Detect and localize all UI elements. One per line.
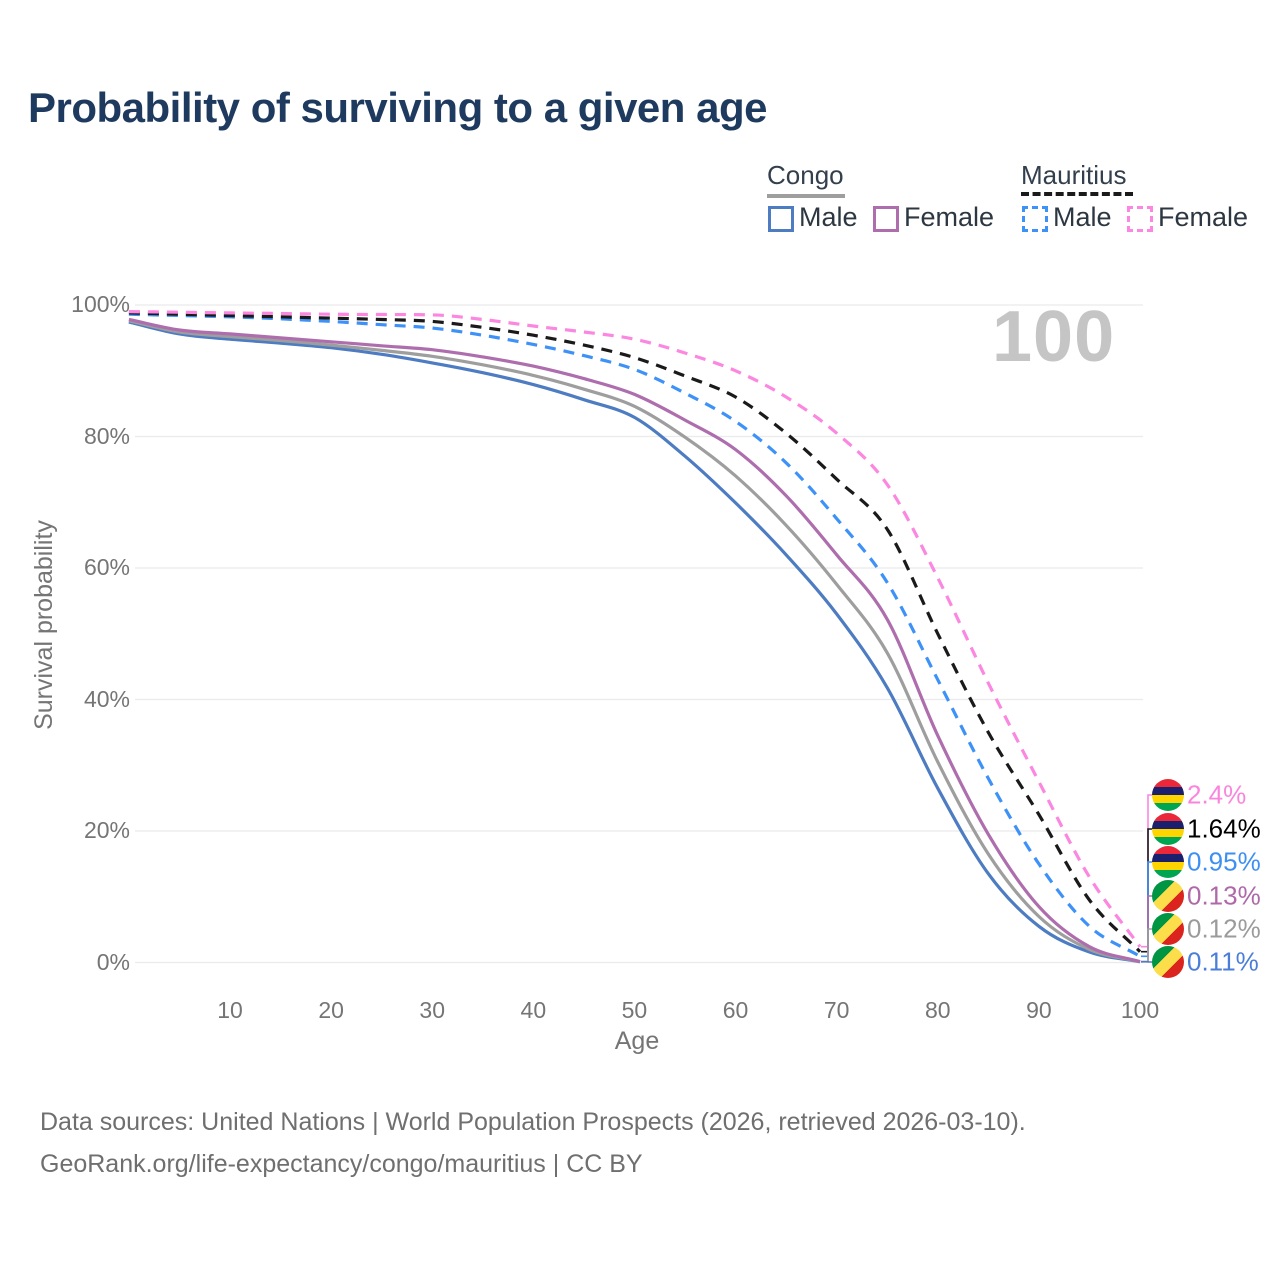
end-label-connector-mauritius-male bbox=[1141, 861, 1153, 958]
end-value-label-mauritius-both: 1.64% bbox=[1187, 813, 1261, 844]
legend-swatch-mauritius-male[interactable] bbox=[1022, 206, 1048, 232]
congo-flag-icon bbox=[1152, 880, 1184, 912]
x-tick-label: 70 bbox=[823, 997, 850, 1023]
legend-mauritius-line-sample bbox=[1021, 192, 1133, 196]
hover-age-watermark: 100 bbox=[992, 297, 1116, 377]
legend-item-mauritius-female[interactable]: Female bbox=[1158, 202, 1249, 232]
x-tick-label: 10 bbox=[217, 997, 243, 1023]
x-tick-label: 100 bbox=[1120, 997, 1160, 1023]
legend-item-congo-female[interactable]: Female bbox=[904, 202, 995, 232]
legend-item-mauritius-male[interactable]: Male bbox=[1053, 202, 1112, 232]
curve-congo-male[interactable] bbox=[128, 320, 1141, 964]
data-source-note: Data sources: United Nations | World Pop… bbox=[40, 1108, 1026, 1136]
x-tick-label: 50 bbox=[621, 997, 648, 1023]
y-tick-label: 0% bbox=[96, 948, 130, 975]
x-axis-title: Age bbox=[614, 1027, 660, 1055]
curve-congo-female[interactable] bbox=[128, 317, 1141, 964]
curve-mauritius-male[interactable] bbox=[128, 312, 1141, 958]
y-axis-title: Survival probability bbox=[30, 520, 58, 730]
end-value-label-mauritius-male: 0.95% bbox=[1187, 846, 1261, 877]
end-label-connector-mauritius-both bbox=[1141, 828, 1153, 953]
x-tick-label: 90 bbox=[1026, 997, 1052, 1023]
x-tick-label: 40 bbox=[520, 997, 547, 1023]
x-tick-label: 80 bbox=[924, 997, 951, 1023]
end-value-label-mauritius-female: 2.4% bbox=[1187, 779, 1247, 810]
legend-group-congo[interactable]: Congo bbox=[767, 160, 844, 190]
legend-swatch-congo-male[interactable] bbox=[768, 206, 794, 232]
curve-congo-both[interactable] bbox=[128, 319, 1141, 964]
attribution-link: GeoRank.org/life-expectancy/congo/maurit… bbox=[40, 1150, 643, 1178]
legend-congo-line-sample bbox=[767, 194, 845, 198]
curve-mauritius-both[interactable] bbox=[128, 311, 1142, 953]
legend-swatch-mauritius-female[interactable] bbox=[1127, 206, 1153, 232]
mauritius-flag-icon bbox=[1152, 813, 1184, 845]
congo-flag-icon bbox=[1152, 946, 1184, 978]
end-value-label-congo-female: 0.13% bbox=[1187, 880, 1261, 911]
x-tick-label: 20 bbox=[318, 997, 344, 1023]
legend-item-congo-male[interactable]: Male bbox=[799, 202, 858, 232]
end-value-label-congo-male: 0.11% bbox=[1187, 946, 1259, 977]
end-value-label-congo-both: 0.12% bbox=[1187, 913, 1261, 944]
legend-swatch-congo-female[interactable] bbox=[873, 206, 899, 232]
chart-title: Probability of surviving to a given age bbox=[28, 84, 767, 131]
legend-group-mauritius[interactable]: Mauritius bbox=[1021, 160, 1127, 190]
x-tick-label: 60 bbox=[722, 997, 749, 1023]
congo-flag-icon bbox=[1152, 913, 1184, 945]
y-tick-label: 40% bbox=[83, 685, 130, 712]
y-tick-label: 80% bbox=[83, 422, 130, 449]
y-tick-label: 60% bbox=[83, 553, 130, 580]
y-tick-label: 100% bbox=[71, 290, 130, 317]
y-tick-label: 20% bbox=[83, 816, 130, 843]
x-tick-label: 30 bbox=[419, 997, 446, 1023]
mauritius-flag-icon bbox=[1152, 779, 1184, 811]
end-label-connector-mauritius-female bbox=[1141, 794, 1153, 948]
mauritius-flag-icon bbox=[1152, 846, 1184, 878]
